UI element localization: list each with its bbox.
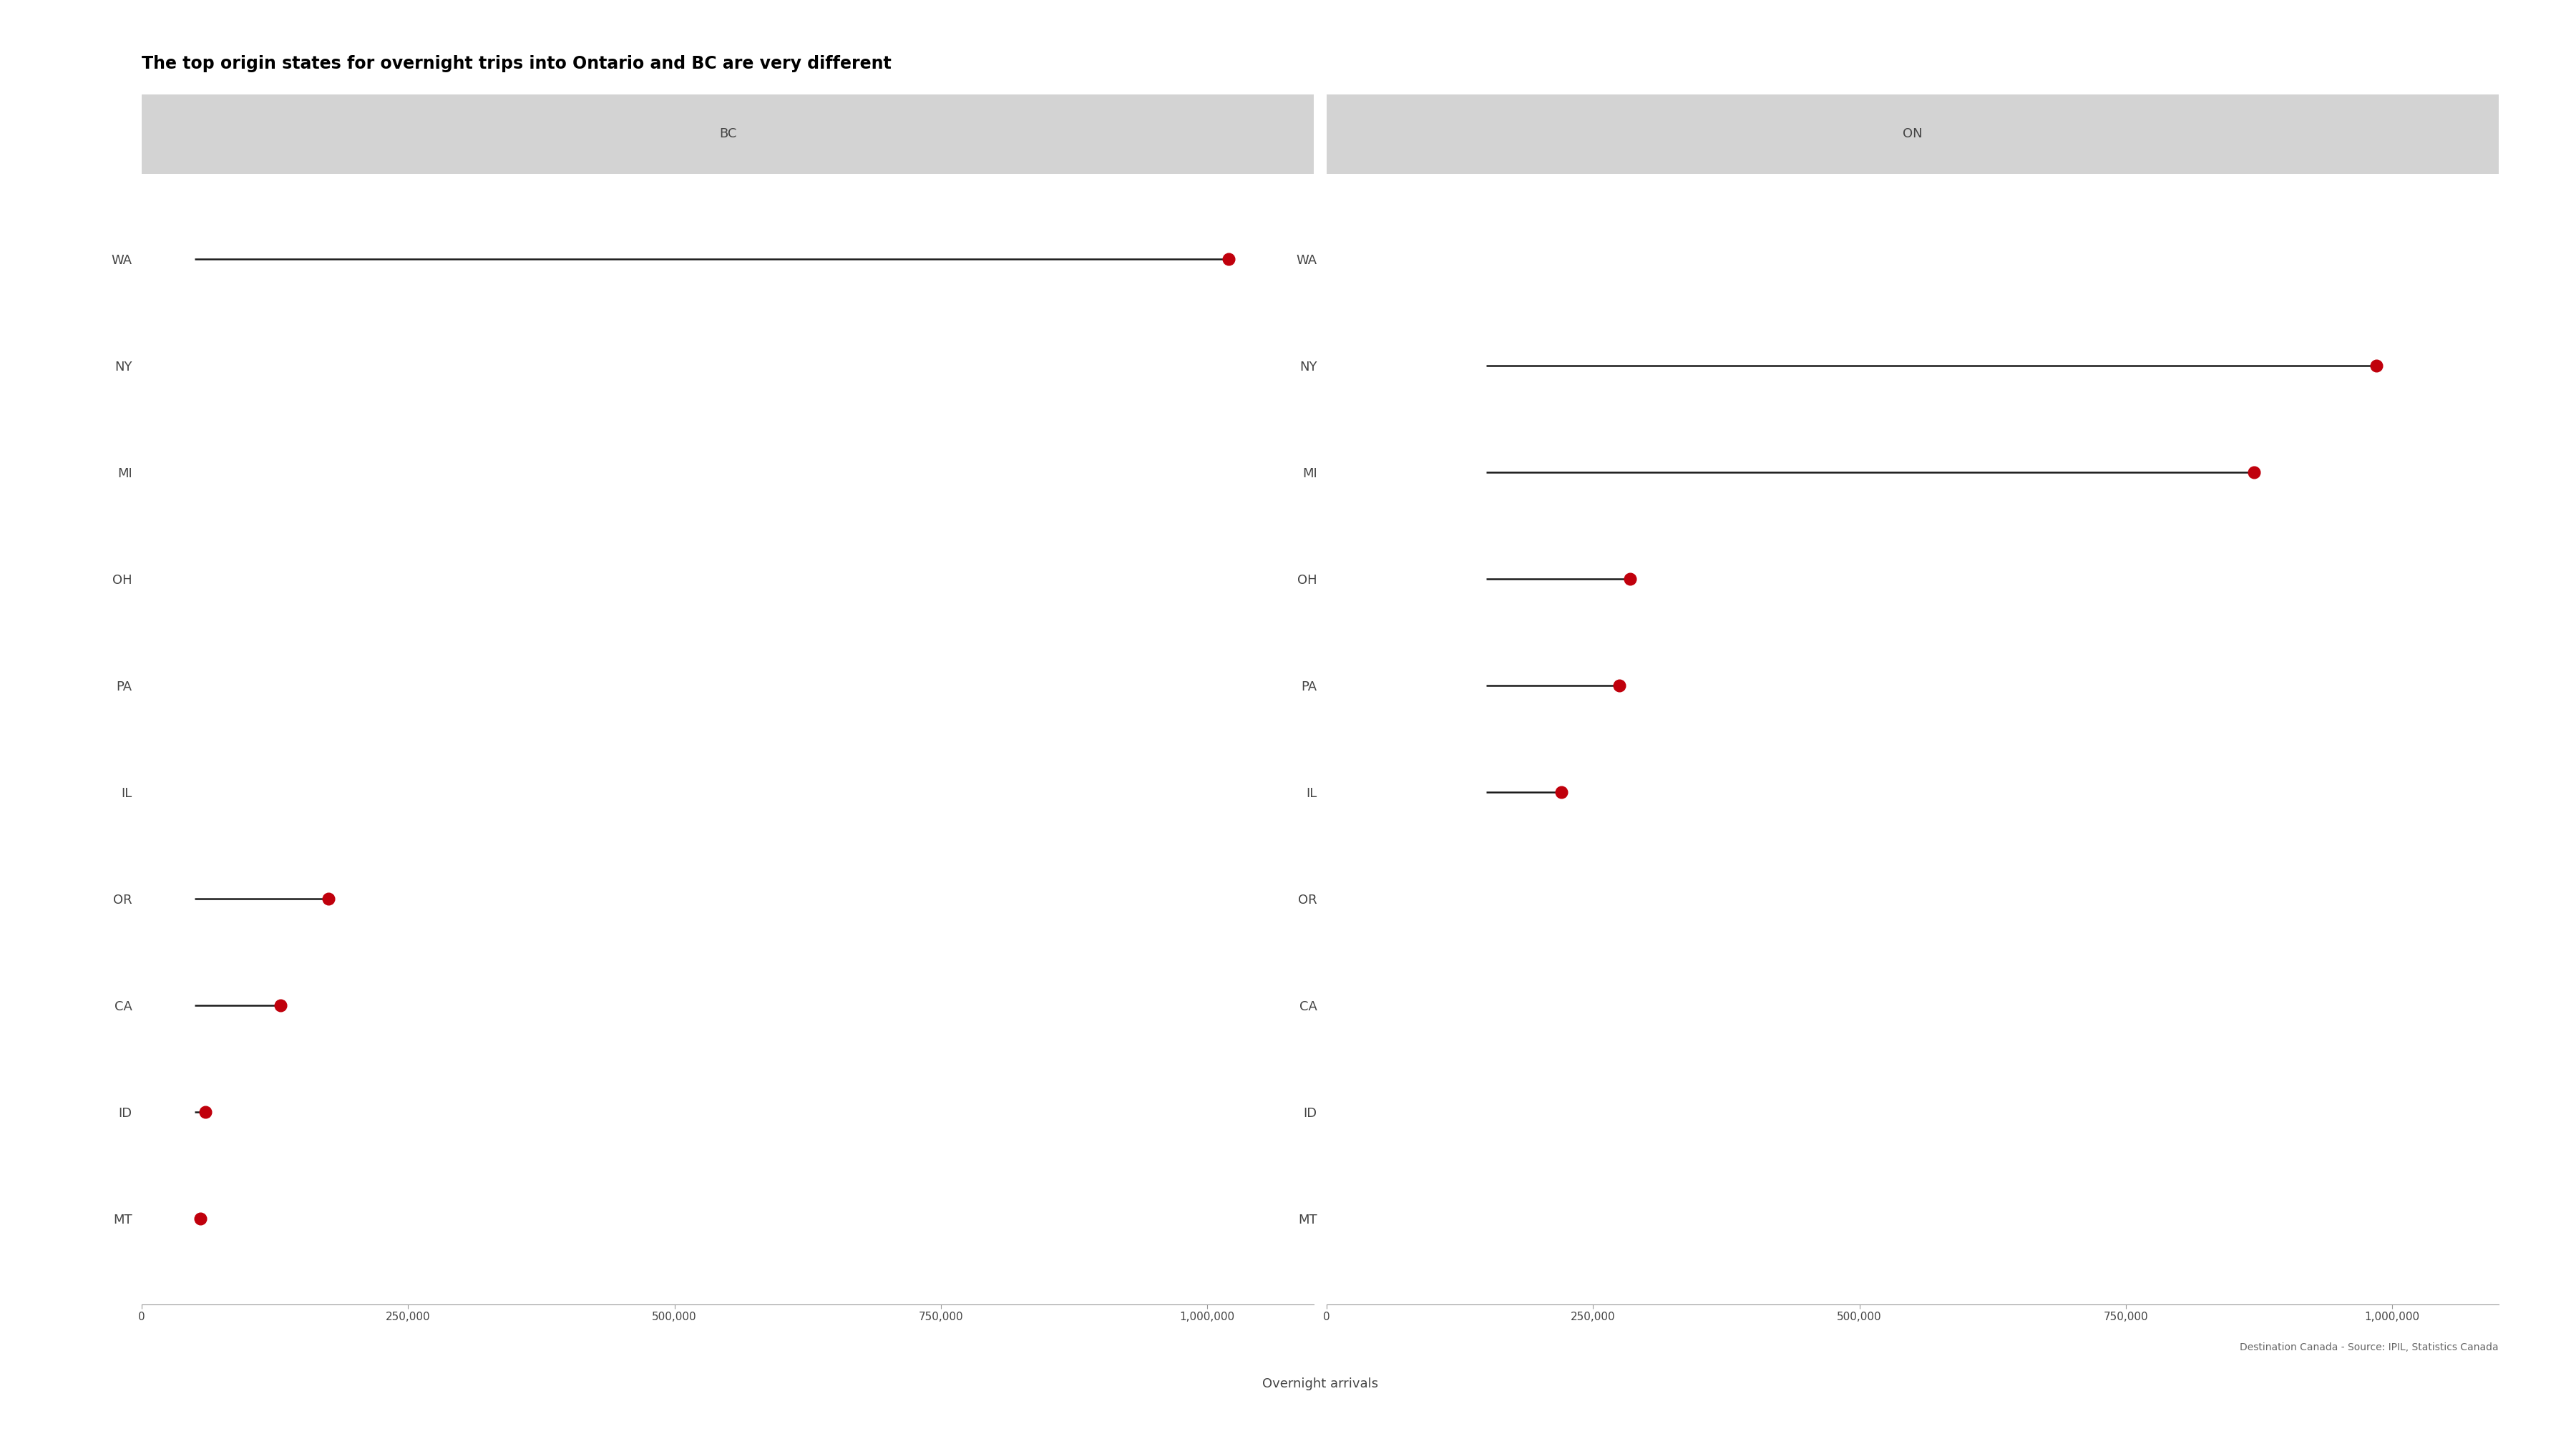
Text: Destination Canada - Source: IPIL, Statistics Canada: Destination Canada - Source: IPIL, Stati… xyxy=(2241,1343,2499,1352)
Text: Overnight arrivals: Overnight arrivals xyxy=(1262,1378,1378,1390)
Text: BC: BC xyxy=(719,128,737,141)
Text: The top origin states for overnight trips into Ontario and BC are very different: The top origin states for overnight trip… xyxy=(142,55,891,72)
Text: ON: ON xyxy=(1904,128,1922,141)
